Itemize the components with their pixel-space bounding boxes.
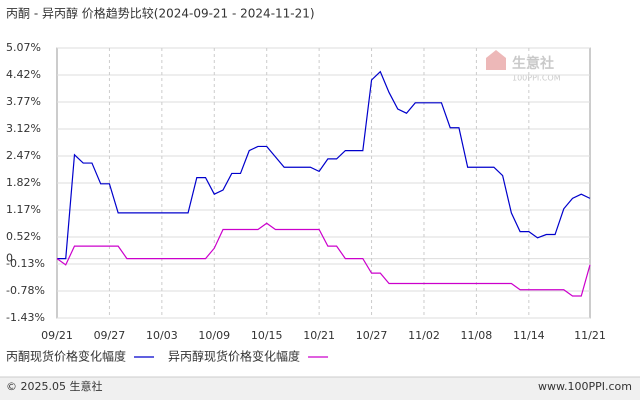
y-tick-label: -0.13% — [6, 257, 45, 270]
watermark-icon — [486, 50, 506, 70]
y-tick-label: 3.12% — [6, 122, 41, 135]
x-tick-label: 11/08 — [461, 329, 493, 342]
y-tick-label: -1.43% — [6, 311, 45, 324]
chart-title: 丙酮 - 异丙醇 价格趋势比较(2024-09-21 - 2024-11-21) — [6, 6, 315, 21]
footer-bar — [0, 377, 640, 400]
y-tick-label: 1.82% — [6, 176, 41, 189]
y-tick-label: 0 — [6, 252, 13, 265]
watermark-text: 100PPI.COM — [512, 74, 561, 83]
x-tick-label: 10/15 — [251, 329, 283, 342]
watermark: 生意社 100PPI.COM — [486, 50, 561, 83]
y-tick-label: -0.78% — [6, 284, 45, 297]
x-tick-label: 11/21 — [574, 329, 606, 342]
x-tick-label: 10/21 — [303, 329, 335, 342]
y-tick-label: 0.52% — [6, 230, 41, 243]
series-line — [56, 222, 591, 297]
legend-label: 丙酮现货价格变化幅度 — [6, 349, 126, 364]
x-tick-label: 11/02 — [408, 329, 440, 342]
y-tick-label: 3.77% — [6, 95, 41, 108]
x-tick-label: 09/21 — [41, 329, 73, 342]
x-tick-label: 11/14 — [513, 329, 545, 342]
y-tick-label: 4.42% — [6, 68, 41, 81]
series-line — [57, 70, 591, 260]
y-tick-label: 2.47% — [6, 149, 41, 162]
x-tick-label: 09/27 — [94, 329, 126, 342]
footer-right: www.100PPI.com — [538, 380, 632, 393]
y-tick-label: 1.17% — [6, 203, 41, 216]
footer-left: © 2025.05 生意社 — [6, 379, 102, 393]
x-tick-label: 10/03 — [146, 329, 178, 342]
x-tick-label: 10/27 — [356, 329, 388, 342]
y-tick-label: 5.07% — [6, 41, 41, 54]
x-tick-label: 10/09 — [198, 329, 230, 342]
watermark-text: 生意社 — [512, 55, 554, 72]
legend-label: 异丙醇现货价格变化幅度 — [168, 349, 300, 364]
